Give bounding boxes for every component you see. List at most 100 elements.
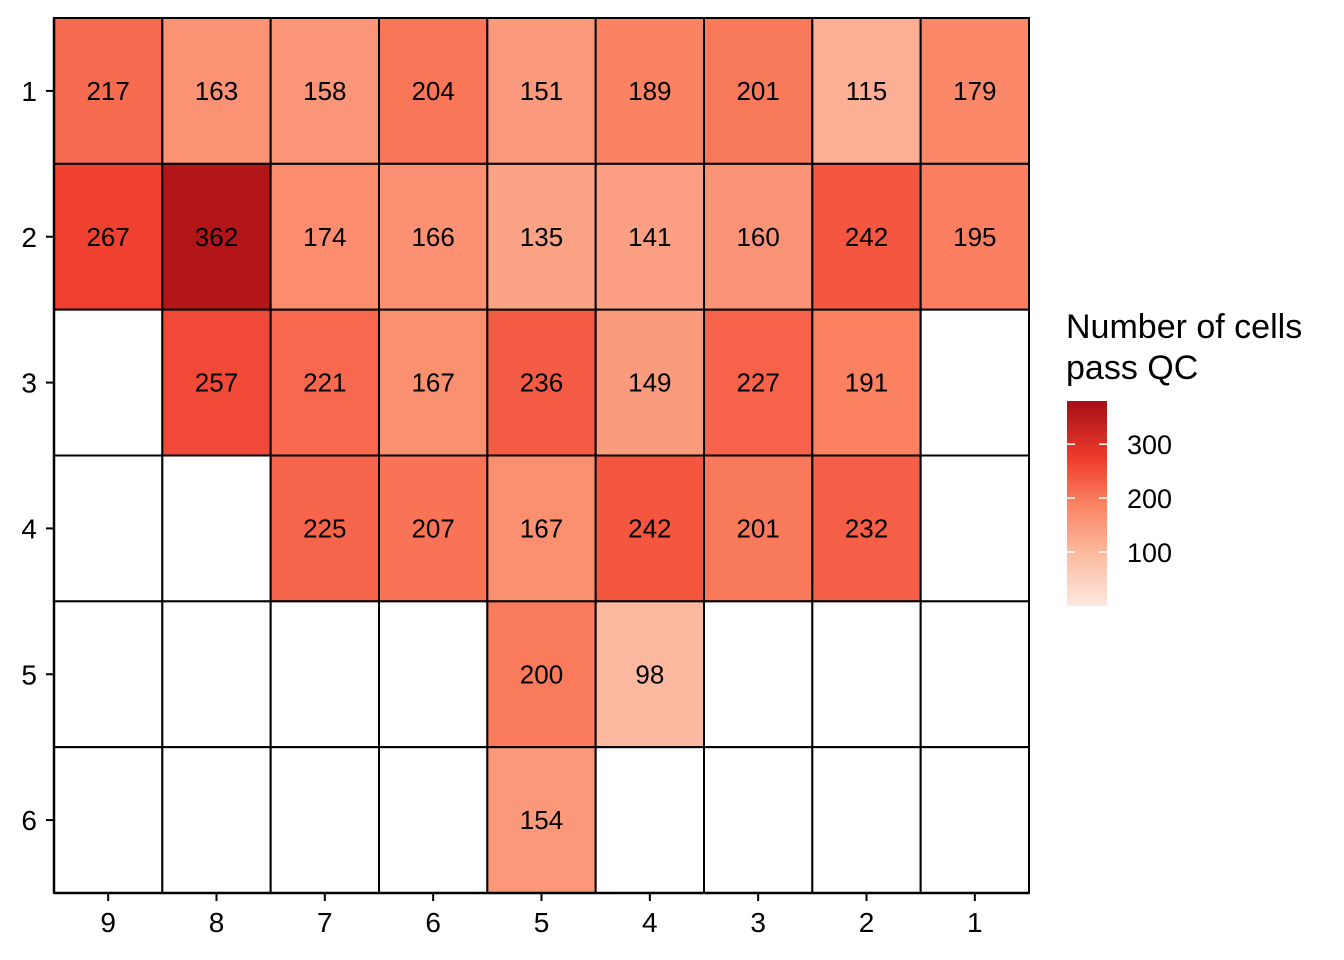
legend-title-line-2: pass QC	[1066, 349, 1198, 387]
y-tick-label: 2	[21, 222, 37, 253]
heatmap-cell	[269, 746, 380, 895]
heatmap-cell-labels: 217 163 158 204 151 189 201 115 179 267 362 174 166 1…	[86, 76, 996, 835]
cell-value-label: 160	[736, 222, 779, 252]
heatmap-cell	[269, 308, 380, 457]
cell-value-label: 217	[86, 76, 129, 106]
cell-value-label: 200	[520, 659, 563, 689]
heatmap-cell	[919, 746, 1031, 895]
heatmap-cell	[53, 454, 164, 603]
heatmap-cell	[919, 454, 1031, 603]
cell-value-label: 151	[520, 76, 563, 106]
cell-value-label: 167	[520, 513, 563, 543]
heatmap-cell	[378, 600, 489, 749]
cell-value-label: 135	[520, 222, 563, 252]
heatmap-cell	[811, 308, 922, 457]
cell-value-label: 267	[86, 222, 129, 252]
heatmap-cell	[269, 600, 380, 749]
heatmap-cell	[161, 17, 272, 165]
heatmap-cell	[811, 162, 922, 311]
legend-color-bar	[1067, 401, 1107, 606]
cell-value-label: 141	[628, 222, 671, 252]
heatmap-cell	[919, 162, 1031, 311]
x-tick-label: 6	[425, 907, 441, 938]
heatmap-cell	[811, 454, 922, 603]
cell-value-label: 232	[845, 513, 888, 543]
x-tick-label: 2	[859, 907, 875, 938]
heatmap-cell	[919, 308, 1031, 457]
cell-value-label: 167	[411, 368, 454, 398]
cell-value-label: 242	[628, 513, 671, 543]
heatmap-cell	[53, 17, 164, 165]
heatmap-cell	[53, 746, 164, 895]
y-tick-label: 6	[21, 805, 37, 836]
y-tick-label: 4	[21, 513, 37, 544]
heatmap-cell	[269, 162, 380, 311]
cell-value-label: 204	[411, 76, 454, 106]
x-tick-label: 4	[642, 907, 658, 938]
x-tick-label: 7	[317, 907, 333, 938]
cell-value-label: 221	[303, 368, 346, 398]
heatmap-cell	[594, 308, 706, 457]
heatmap-cell	[594, 746, 706, 895]
heatmap-cell	[594, 454, 706, 603]
x-tick-label: 1	[967, 907, 983, 938]
cell-value-label: 201	[736, 76, 779, 106]
heatmap-cell	[378, 17, 489, 165]
heatmap-cells	[53, 17, 1031, 895]
heatmap-cell	[378, 454, 489, 603]
heatmap-cell	[53, 600, 164, 749]
heatmap-cell	[486, 454, 597, 603]
y-tick-label: 1	[21, 76, 37, 107]
heatmap-cell	[161, 308, 272, 457]
cell-value-label: 195	[953, 222, 996, 252]
x-tick-label: 9	[100, 907, 116, 938]
heatmap-cell	[378, 308, 489, 457]
heatmap-cell	[378, 746, 489, 895]
heatmap-cell	[161, 746, 272, 895]
heatmap-cell	[703, 162, 814, 311]
heatmap-cell	[161, 454, 272, 603]
heatmap-cell	[811, 600, 922, 749]
heatmap-cell	[53, 308, 164, 457]
cell-value-label: 174	[303, 222, 346, 252]
cell-value-label: 189	[628, 76, 671, 106]
cell-value-label: 236	[520, 368, 563, 398]
heatmap-cell	[486, 162, 597, 311]
cell-value-label: 166	[411, 222, 454, 252]
legend-tick-label: 100	[1127, 538, 1172, 568]
cell-value-label: 149	[628, 368, 671, 398]
cell-value-label: 163	[195, 76, 238, 106]
cell-value-label: 362	[195, 222, 238, 252]
cell-value-label: 201	[736, 513, 779, 543]
heatmap-cell	[811, 746, 922, 895]
cell-value-label: 179	[953, 76, 996, 106]
cell-value-label: 227	[736, 368, 779, 398]
cell-value-label: 207	[411, 513, 454, 543]
cell-value-label: 257	[195, 368, 238, 398]
heatmap-cell	[486, 308, 597, 457]
legend-tick-label: 200	[1127, 484, 1172, 514]
heatmap-cell	[811, 17, 922, 165]
y-tick-label: 5	[21, 659, 37, 690]
legend-title-line-1: Number of cells	[1066, 308, 1302, 346]
heatmap-cell	[594, 17, 706, 165]
y-tick-label: 3	[21, 368, 37, 399]
cell-value-label: 158	[303, 76, 346, 106]
cell-value-label: 242	[845, 222, 888, 252]
heatmap-cell	[269, 17, 380, 165]
cell-value-label: 115	[846, 76, 887, 106]
cell-value-label: 225	[303, 513, 346, 543]
heatmap-cell	[703, 600, 814, 749]
legend-tick-label: 300	[1127, 430, 1172, 460]
x-tick-label: 3	[750, 907, 766, 938]
cell-value-label: 98	[635, 659, 664, 689]
heatmap-cell	[919, 600, 1031, 749]
cell-value-label: 191	[845, 368, 888, 398]
heatmap-cell	[53, 162, 164, 311]
x-tick-label: 5	[534, 907, 550, 938]
x-tick-label: 8	[209, 907, 225, 938]
cell-value-label: 154	[520, 805, 563, 835]
